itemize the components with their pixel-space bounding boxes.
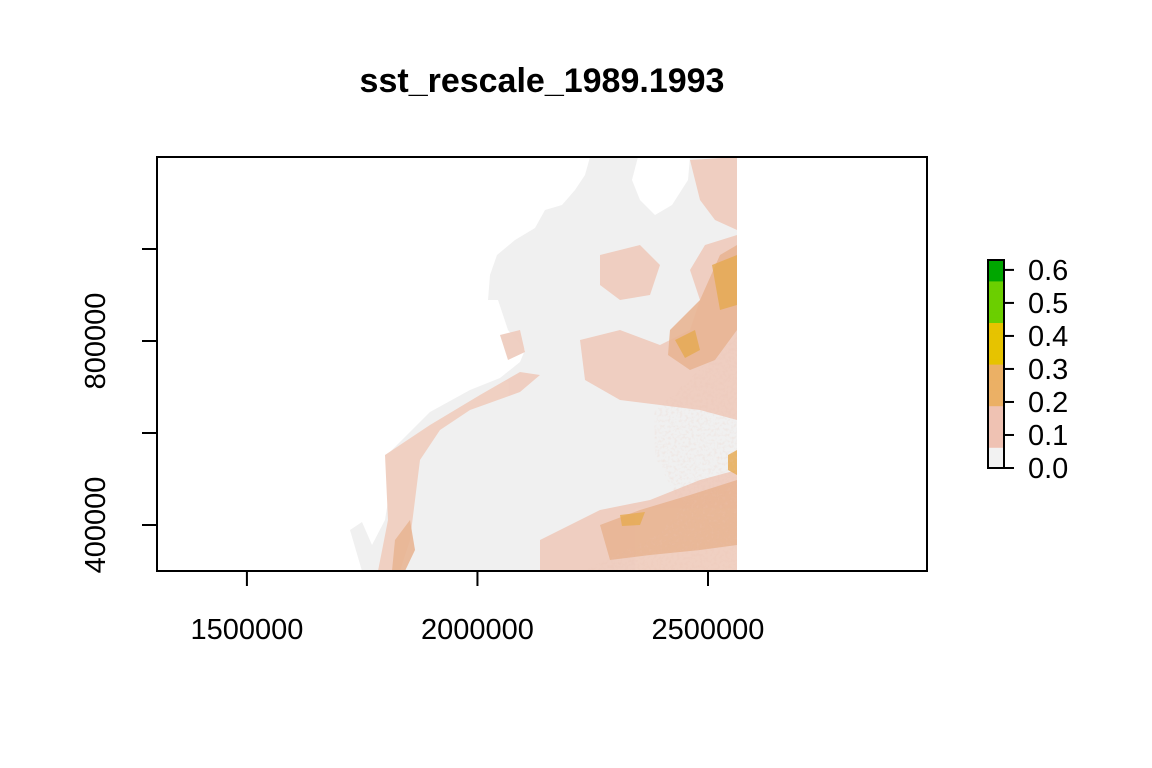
raster-layer <box>157 157 737 571</box>
legend-color-step <box>988 364 1004 370</box>
legend-color-step <box>988 400 1004 407</box>
legend-color-step <box>988 343 1004 349</box>
legend-color-step <box>988 327 1004 334</box>
legend-color-step <box>988 358 1004 365</box>
legend-color-step <box>988 410 1004 417</box>
legend-color-step <box>988 260 1004 266</box>
color-legend: 0.00.10.20.30.40.50.6 <box>987 255 1068 485</box>
legend-color-step <box>988 280 1004 287</box>
legend-color-step <box>988 312 1004 318</box>
legend-color-step <box>988 421 1004 427</box>
legend-frame <box>987 259 1005 469</box>
legend-color-step <box>988 291 1004 297</box>
legend-color-step <box>988 317 1004 323</box>
legend-color-step <box>988 265 1004 271</box>
legend-color-step <box>988 270 1004 277</box>
legend-tick-label: 0.1 <box>1028 420 1068 452</box>
legend-tick-label: 0.2 <box>1028 387 1068 419</box>
legend-color-step <box>988 353 1004 360</box>
legend-color-step <box>988 296 1004 303</box>
legend-tick-label: 0.4 <box>1028 321 1068 353</box>
raster-no-data-island <box>632 157 690 215</box>
y-tick-label: 800000 <box>80 293 112 390</box>
legend-color-step <box>988 442 1004 448</box>
x-tick-label: 2500000 <box>652 614 765 646</box>
legend-color-step <box>988 395 1004 401</box>
x-tick-label: 2000000 <box>421 614 534 646</box>
legend-color-step <box>988 452 1004 459</box>
legend-color-step <box>988 348 1004 355</box>
plot-title: sst_rescale_1989.1993 <box>360 62 725 100</box>
legend-color-step <box>988 436 1004 443</box>
legend-color-step <box>988 332 1004 339</box>
legend-color-step <box>988 390 1004 396</box>
legend-color-step <box>988 379 1004 386</box>
legend-color-step <box>988 301 1004 308</box>
legend-color-step <box>988 447 1004 453</box>
legend-color-step <box>988 286 1004 292</box>
x-axis: 1500000 2000000 2500000 <box>190 571 764 646</box>
legend-color-step <box>988 462 1004 469</box>
legend-tick-label: 0.0 <box>1028 453 1068 485</box>
legend-color-step <box>988 416 1004 422</box>
legend-color-step <box>988 306 1004 313</box>
legend-color-step <box>988 338 1004 344</box>
legend-color-step <box>988 369 1004 375</box>
legend-color-step <box>988 374 1004 381</box>
legend-color-step <box>988 457 1004 464</box>
y-axis: 400000 800000 <box>80 248 157 574</box>
legend-color-step <box>988 275 1004 282</box>
legend-tick-label: 0.6 <box>1028 255 1068 287</box>
legend-tick-label: 0.5 <box>1028 288 1068 320</box>
legend-color-step <box>988 431 1004 438</box>
legend-color-step <box>988 322 1004 329</box>
legend-color-step <box>988 426 1004 433</box>
legend-color-step <box>988 384 1004 391</box>
x-tick-label: 1500000 <box>190 614 303 646</box>
legend-color-step <box>988 405 1004 412</box>
plot-frame <box>156 156 928 572</box>
legend-tick-label: 0.3 <box>1028 354 1068 386</box>
y-tick-label: 400000 <box>80 477 112 574</box>
